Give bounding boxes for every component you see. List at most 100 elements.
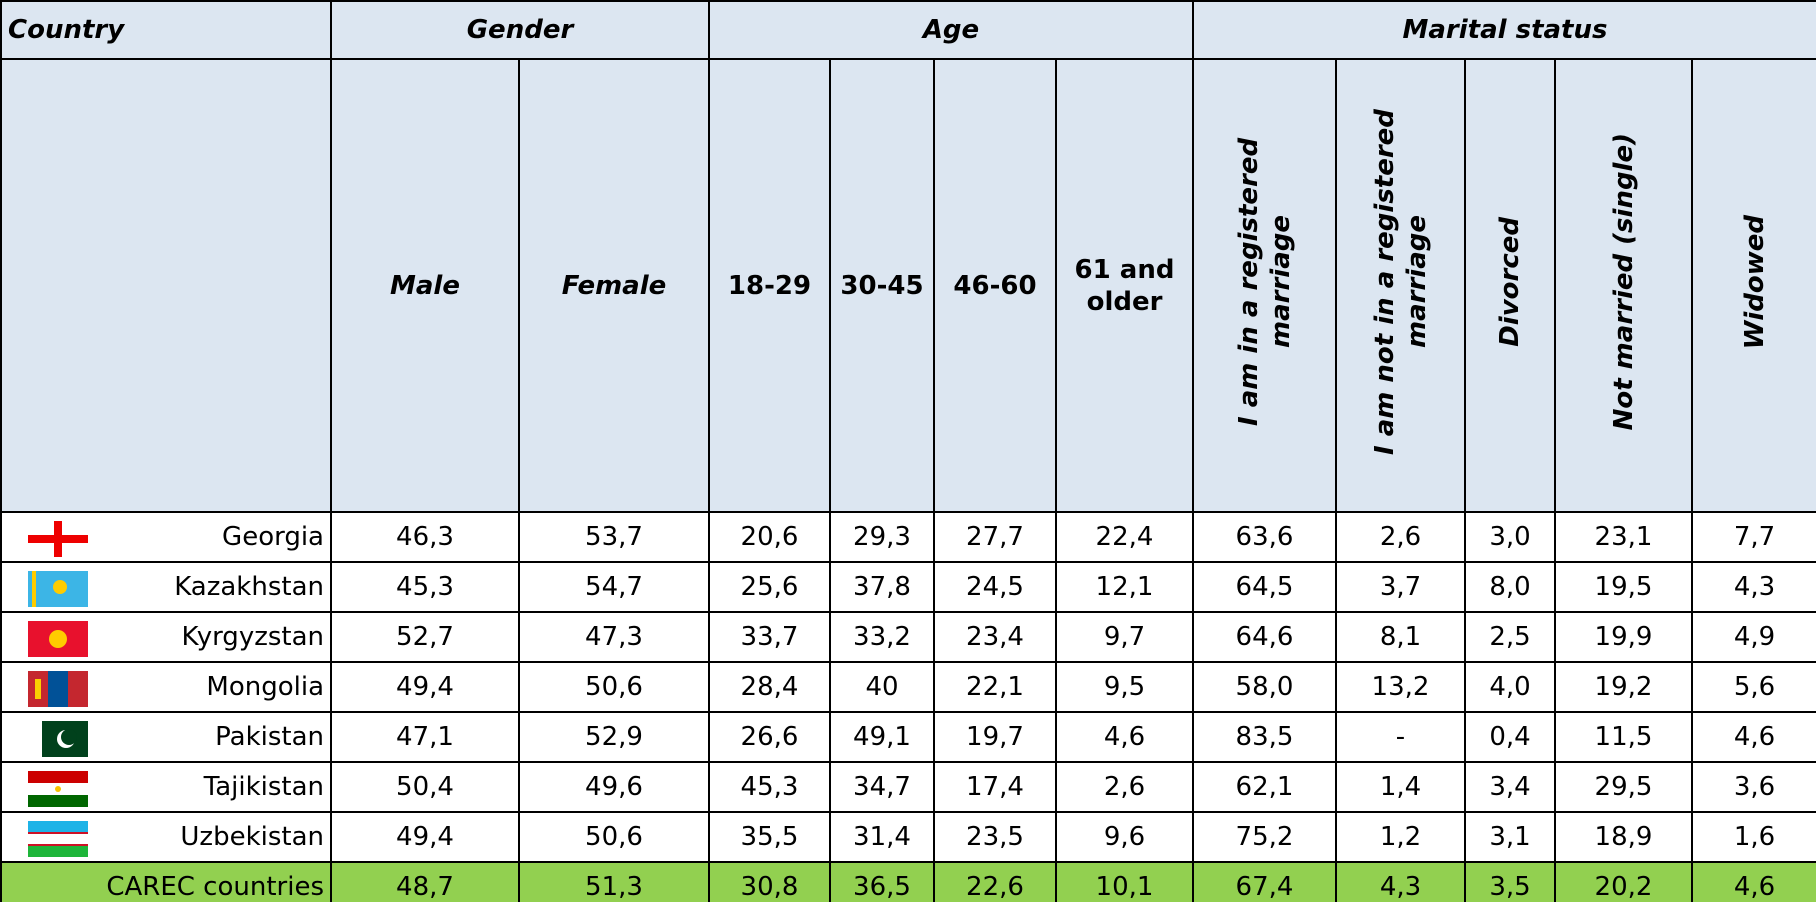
- value-cell: 22,4: [1055, 511, 1194, 563]
- value-cell: 20,2: [1554, 861, 1693, 902]
- value-cell: 7,7: [1691, 511, 1816, 563]
- flag-icon: [28, 821, 88, 857]
- total-row: CAREC countries 48,7 51,3 30,8 36,5 22,6 10,1 6…: [0, 861, 1816, 902]
- value-cell: 49,6: [518, 761, 710, 813]
- flag-icon: [28, 621, 88, 657]
- country-name: CAREC countries: [106, 872, 324, 902]
- value-cell: 29,5: [1554, 761, 1693, 813]
- value-cell: 3,4: [1464, 761, 1556, 813]
- value-cell: 52,7: [330, 611, 520, 663]
- value-cell: 4,6: [1691, 861, 1816, 902]
- value-cell: 2,5: [1464, 611, 1556, 663]
- column-header: I am in a registered marriage: [1192, 58, 1337, 513]
- group-header: Age: [708, 0, 1194, 60]
- value-cell: 24,5: [933, 561, 1057, 613]
- flag-icon: [28, 721, 88, 757]
- value-cell: 18,9: [1554, 811, 1693, 863]
- value-cell: 45,3: [708, 761, 831, 813]
- column-header-text: Female: [561, 270, 667, 301]
- group-header: Marital status: [1192, 0, 1816, 60]
- data-row: Tajikistan 50,4 49,6 45,3 34,7 17,4 2,6 62,1 1,4…: [0, 761, 1816, 813]
- country-name: Kazakhstan: [174, 572, 324, 602]
- value-cell: 2,6: [1055, 761, 1194, 813]
- country-name: Kyrgyzstan: [181, 622, 324, 652]
- data-row: Mongolia 49,4 50,6 28,4 40 22,1 9,5 58,0 13,2 4,0…: [0, 661, 1816, 713]
- value-cell: 36,5: [829, 861, 935, 902]
- value-cell: 9,6: [1055, 811, 1194, 863]
- country-cell: Kyrgyzstan: [0, 611, 332, 663]
- value-cell: 53,7: [518, 511, 710, 563]
- value-cell: 8,1: [1335, 611, 1466, 663]
- value-cell: 25,6: [708, 561, 831, 613]
- country-cell: Uzbekistan: [0, 811, 332, 863]
- country-name: Pakistan: [215, 722, 324, 752]
- flag-icon: [28, 521, 88, 557]
- column-header-text: 46-60: [953, 270, 1037, 301]
- value-cell: 64,6: [1192, 611, 1337, 663]
- value-cell: 50,4: [330, 761, 520, 813]
- value-cell: 23,5: [933, 811, 1057, 863]
- value-cell: 19,7: [933, 711, 1057, 763]
- value-cell: 3,5: [1464, 861, 1556, 902]
- column-header-text: 61 and older: [1074, 254, 1175, 317]
- data-row: Kyrgyzstan 52,7 47,3 33,7 33,2 23,4 9,7 64,6 8,1…: [0, 611, 1816, 663]
- value-cell: 40: [829, 661, 935, 713]
- value-cell: 52,9: [518, 711, 710, 763]
- column-header-row: Male Female 18-29 30-45 46-60 61 and older I a…: [0, 58, 1816, 513]
- value-cell: 83,5: [1192, 711, 1337, 763]
- column-header-text: I am not in a registered marriage: [1369, 109, 1432, 455]
- country-cell: Tajikistan: [0, 761, 332, 813]
- column-header: Female: [518, 58, 710, 513]
- value-cell: 58,0: [1192, 661, 1337, 713]
- flag-icon: [28, 771, 88, 807]
- value-cell: 33,7: [708, 611, 831, 663]
- country-cell: Kazakhstan: [0, 561, 332, 613]
- value-cell: 4,3: [1335, 861, 1466, 902]
- value-cell: 27,7: [933, 511, 1057, 563]
- column-header: Divorced: [1464, 58, 1556, 513]
- value-cell: 19,5: [1554, 561, 1693, 613]
- value-cell: 22,1: [933, 661, 1057, 713]
- value-cell: 51,3: [518, 861, 710, 902]
- value-cell: 9,7: [1055, 611, 1194, 663]
- country-name: Tajikistan: [203, 772, 324, 802]
- value-cell: 34,7: [829, 761, 935, 813]
- value-cell: 13,2: [1335, 661, 1466, 713]
- value-cell: 1,4: [1335, 761, 1466, 813]
- value-cell: 29,3: [829, 511, 935, 563]
- value-cell: 49,4: [330, 811, 520, 863]
- data-row: Kazakhstan 45,3 54,7 25,6 37,8 24,5 12,1 64,5 3,…: [0, 561, 1816, 613]
- value-cell: 50,6: [518, 811, 710, 863]
- value-cell: 23,4: [933, 611, 1057, 663]
- column-header: Not married (single): [1554, 58, 1693, 513]
- column-header: I am not in a registered marriage: [1335, 58, 1466, 513]
- value-cell: 19,2: [1554, 661, 1693, 713]
- value-cell: 19,9: [1554, 611, 1693, 663]
- value-cell: 20,6: [708, 511, 831, 563]
- column-header-text: Divorced: [1495, 217, 1525, 347]
- value-cell: 17,4: [933, 761, 1057, 813]
- column-header-text: Widowed: [1739, 214, 1770, 350]
- value-cell: 64,5: [1192, 561, 1337, 613]
- country-name: Uzbekistan: [180, 822, 324, 852]
- country-cell: Georgia: [0, 511, 332, 563]
- value-cell: 1,2: [1335, 811, 1466, 863]
- value-cell: 30,8: [708, 861, 831, 902]
- country-cell: CAREC countries: [0, 861, 332, 902]
- country-cell: Pakistan: [0, 711, 332, 763]
- data-row: Uzbekistan 49,4 50,6 35,5 31,4 23,5 9,6 75,2 1,2…: [0, 811, 1816, 863]
- value-cell: 0,4: [1464, 711, 1556, 763]
- country-name: Georgia: [222, 522, 324, 552]
- value-cell: 3,0: [1464, 511, 1556, 563]
- value-cell: 31,4: [829, 811, 935, 863]
- value-cell: 4,6: [1055, 711, 1194, 763]
- value-cell: 47,3: [518, 611, 710, 663]
- value-cell: 3,6: [1691, 761, 1816, 813]
- data-row: Pakistan 47,1 52,9 26,6 49,1 19,7 4,6 83,5-0,4 1…: [0, 711, 1816, 763]
- value-cell: 23,1: [1554, 511, 1693, 563]
- value-cell: 26,6: [708, 711, 831, 763]
- value-cell: 28,4: [708, 661, 831, 713]
- value-cell: 22,6: [933, 861, 1057, 902]
- value-cell: 35,5: [708, 811, 831, 863]
